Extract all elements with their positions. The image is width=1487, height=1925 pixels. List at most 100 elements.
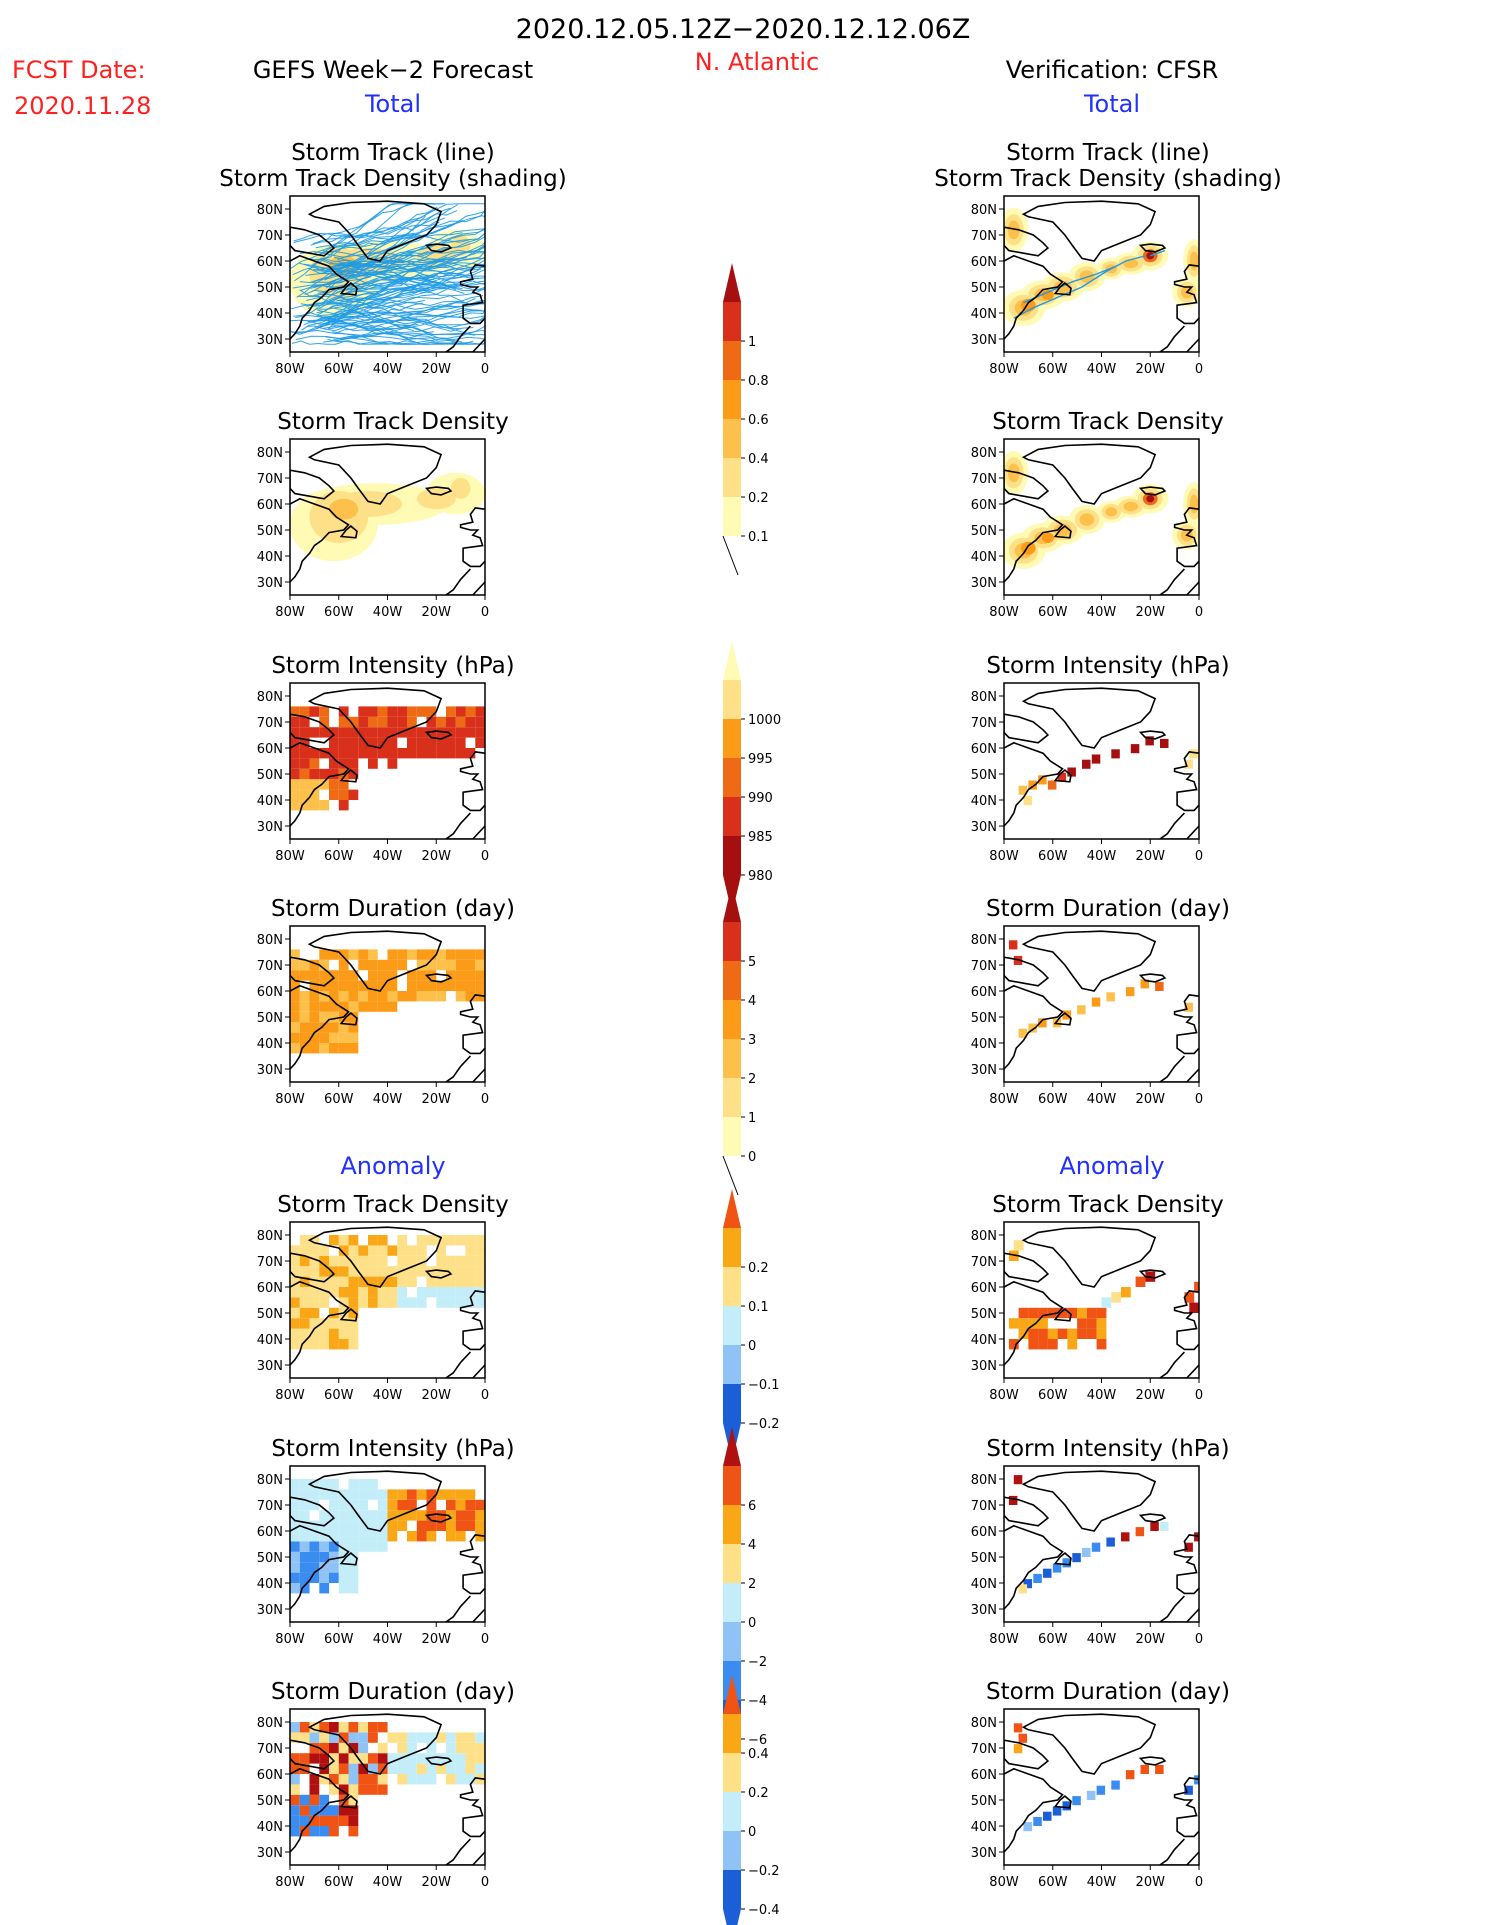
heat-cell [1135,1276,1146,1287]
heat-cell [309,1032,320,1043]
coastline [444,1838,485,1865]
lat-tick-label: 70N [257,1255,283,1270]
heat-cell [446,959,456,971]
lon-tick-label: 60W [1038,1092,1068,1107]
heat-cell [290,1255,300,1267]
storm-track-line [295,315,485,341]
heat-cell [338,1297,349,1308]
heat-cell [299,1266,310,1277]
colorbar-end-triangle [723,641,741,680]
heat-cell [416,1255,427,1267]
heat-cell [338,1318,349,1329]
heat-cell [455,748,466,759]
heat-cell [309,1479,320,1490]
heat-cell [1052,1018,1062,1028]
storm-track-line [1013,255,1146,319]
lon-tick-label: 40W [1087,1875,1117,1890]
heat-cell [368,1255,378,1267]
colorbar-label: −4 [748,1694,767,1709]
heat-cell [358,1489,369,1500]
lon-tick-label: 40W [1087,605,1117,620]
coastline [339,1795,358,1809]
colorbar-segment [723,758,741,797]
heat-cell [465,1510,476,1521]
heat-cell [407,1774,417,1785]
storm-track-line [323,250,429,276]
heat-cell [436,1763,447,1774]
lat-tick-label: 80N [257,1716,283,1731]
lat-tick-label: 40N [257,1037,283,1052]
heat-cell [397,1499,408,1511]
heat-cell [377,1287,388,1298]
storm-track-line [323,295,484,332]
map-field [290,1713,485,1865]
heat-cell [1184,1002,1193,1012]
heat-cell [290,1784,300,1795]
coastline [1004,1739,1050,1770]
colorbar-label: 0.2 [748,491,769,506]
heat-cell [338,1732,349,1743]
heat-cell [407,1531,417,1542]
lon-tick-label: 20W [422,605,452,620]
colorbar-segment [723,302,741,341]
heat-cell [299,1307,310,1319]
lat-tick-label: 50N [257,1551,283,1566]
heat-cell [319,1826,330,1837]
heat-cell [1028,1023,1037,1033]
lon-tick-label: 20W [1136,1875,1166,1890]
colorbar-segment [723,1078,741,1117]
heat-cell [299,1572,310,1583]
panel-title: Storm Track (line) [1006,140,1209,166]
lon-tick-label: 60W [1038,605,1068,620]
colorbars: 10.80.60.40.20.110009959909859805432100.… [722,263,781,1925]
map-frame [1003,682,1200,840]
lat-tick-label: 70N [971,229,997,244]
lat-tick-label: 60N [971,255,997,270]
heat-cell [455,1255,466,1267]
density-contour [1007,463,1020,483]
lat-tick-label: 60N [971,1768,997,1783]
lat-tick-label: 80N [971,1473,997,1488]
lon-tick-label: 80W [989,1388,1019,1403]
heat-cell [1018,1318,1029,1329]
heat-cell [416,737,427,748]
heat-cell [299,1541,310,1552]
lat-tick-label: 70N [257,472,283,487]
coastline [459,264,485,325]
colorbar-label: 990 [748,791,773,806]
heat-cell [329,1815,339,1826]
heat-cell [299,1583,310,1594]
heat-cell [348,737,359,748]
heat-cell [426,1742,437,1754]
heat-cell [348,1815,359,1826]
heat-cell [309,1815,320,1826]
lat-tick-label: 80N [257,1229,283,1244]
density-contour [1079,513,1095,526]
panel-title: Storm Track Density [992,1192,1223,1218]
heat-cell [455,991,466,1002]
heat-cell [290,779,300,790]
lon-tick-label: 0 [1195,1092,1203,1107]
heat-cell [338,706,349,717]
heat-cell [465,949,476,960]
heat-cell [290,1541,300,1552]
heat-cell [358,980,369,991]
colorbar: 0.4 0.2 0 −0.2 −0.4 [723,1675,780,1925]
storm-track-line [298,262,485,292]
storm-track-line [293,227,414,242]
heat-cell [377,1266,388,1277]
coastline [1173,507,1199,568]
heat-cell [329,1022,339,1033]
lat-tick-label: 80N [971,1229,997,1244]
heat-cell [455,1489,466,1500]
map-field [290,687,485,839]
heat-cell [465,959,476,971]
colorbar-label: 1000 [748,713,781,728]
heat-cell [416,970,427,981]
heat-cell [397,1774,408,1785]
heat-cell [338,1001,349,1012]
heat-cell [368,706,378,717]
heat-cell [348,1032,359,1043]
heat-cell [407,1732,417,1743]
lon-tick-label: 60W [324,1632,354,1647]
